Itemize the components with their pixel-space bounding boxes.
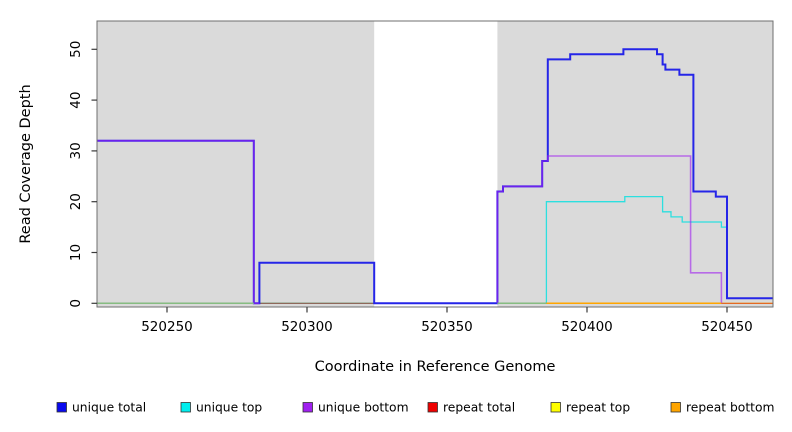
x-axis-tick-label-0: 520250 [141,319,193,335]
masked-region-0 [97,21,375,307]
series-line-unique-top [97,195,773,304]
x-axis-tick-label-4: 520450 [701,319,753,335]
legend-swatch-repeat-total [427,402,438,413]
legend-swatch-repeat-bottom [670,402,681,413]
legend-label-unique-total: unique total [72,401,146,415]
series-line-unique-bottom [97,139,260,305]
legend-swatch-unique-bottom [302,402,313,413]
y-axis-tick-label-5: 50 [68,41,84,58]
y-axis-tick-label-0: 0 [68,299,84,308]
masked-region-1 [497,21,773,307]
x-axis-title: Coordinate in Reference Genome [315,359,556,375]
y-axis-tick-label-1: 10 [68,244,84,261]
legend-label-unique-top: unique top [196,401,262,415]
legend-swatch-unique-total [56,402,67,413]
legend-label-repeat-bottom: repeat bottom [686,401,774,415]
series-line-unique-bottom-1 [496,155,723,304]
x-axis-tick-label-2: 520350 [421,319,473,335]
series-line-unique-total [97,48,773,305]
x-axis-tick-label-3: 520400 [561,319,613,335]
y-axis-tick-label-4: 40 [68,92,84,109]
x-axis-tick-label-1: 520300 [281,319,333,335]
legend-swatch-unique-top [180,402,191,413]
y-axis-title: Read Coverage Depth [18,84,34,243]
legend-swatch-repeat-top [550,402,561,413]
y-axis-tick-label-3: 30 [68,142,84,159]
legend-label-unique-bottom: unique bottom [318,401,409,415]
legend-label-repeat-top: repeat top [566,401,630,415]
plot-box [96,20,774,308]
legend-label-repeat-total: repeat total [443,401,515,415]
y-axis-tick-label-2: 20 [68,193,84,210]
